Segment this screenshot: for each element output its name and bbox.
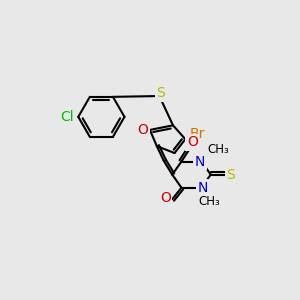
Text: S: S [156, 86, 165, 100]
Text: Br: Br [190, 127, 205, 141]
Text: N: N [198, 181, 208, 195]
Text: CH₃: CH₃ [198, 195, 220, 208]
Text: O: O [160, 191, 171, 206]
Text: CH₃: CH₃ [208, 143, 229, 157]
Text: S: S [226, 168, 235, 182]
Text: N: N [195, 154, 205, 169]
Text: O: O [137, 123, 148, 137]
Text: Cl: Cl [61, 110, 74, 124]
Text: O: O [187, 135, 198, 149]
